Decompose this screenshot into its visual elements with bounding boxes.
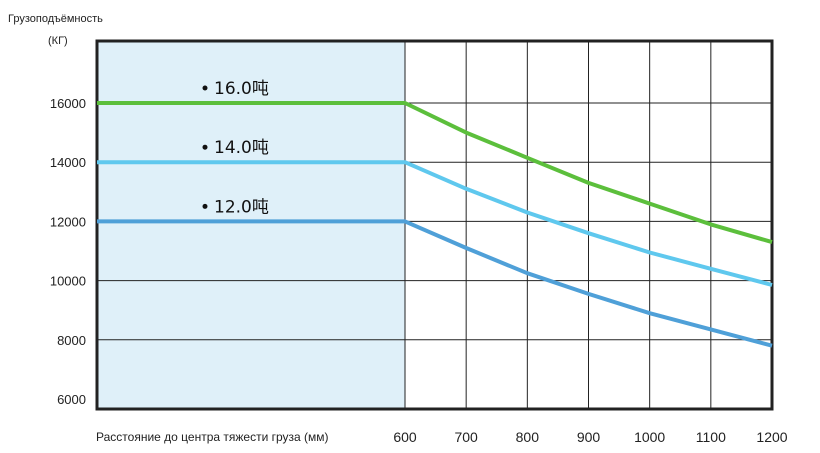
y-tick-label: 12000 [50, 214, 86, 229]
x-tick-label: 1000 [634, 429, 665, 445]
x-tick-label: 1100 [696, 429, 726, 445]
y-tick-label: 6000 [57, 392, 86, 407]
x-axis-label: Расстояние до центра тяжести груза (мм) [96, 430, 329, 444]
x-tick-label: 700 [454, 429, 478, 445]
series-label-2: 14.0吨 [214, 138, 269, 158]
series-line-1 [97, 101, 773, 245]
series-label-bullet [202, 144, 208, 150]
y-tick-label: 14000 [50, 155, 86, 170]
series-label-bullet [202, 85, 208, 91]
series-label-bullet [202, 203, 208, 209]
y-tick-label: 10000 [50, 274, 86, 289]
x-tick-label: 900 [577, 429, 601, 445]
series-line-2 [97, 160, 773, 287]
series-label-1: 16.0吨 [214, 79, 269, 99]
x-tick-label: 1200 [756, 429, 787, 445]
y-axis-label-line2: (КГ) [48, 35, 68, 47]
series-line-3 [97, 219, 773, 348]
series-label-3: 12.0吨 [214, 197, 269, 217]
plot-frame [95, 39, 774, 411]
y-tick-label: 8000 [57, 333, 86, 348]
y-axis-label-line1: Грузоподъёмность [8, 13, 103, 25]
x-tick-label: 600 [393, 429, 417, 445]
y-tick-label: 16000 [50, 96, 86, 111]
x-tick-label: 800 [516, 429, 540, 445]
